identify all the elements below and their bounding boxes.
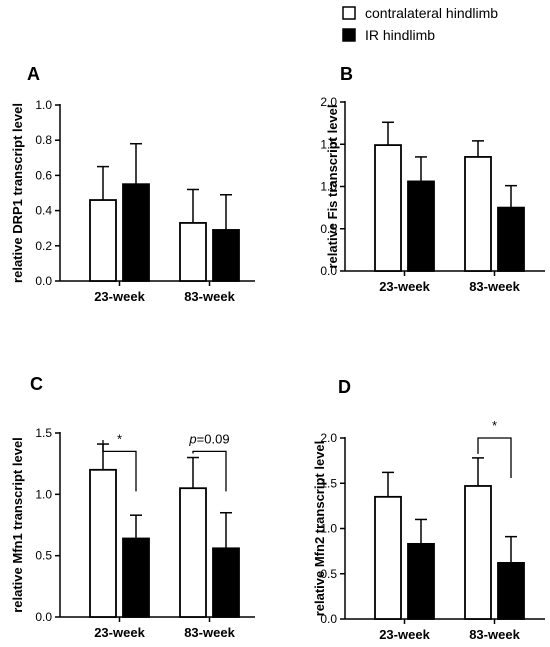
bar-ir bbox=[122, 537, 150, 618]
bar-ir bbox=[212, 229, 240, 282]
significance-label: * bbox=[117, 431, 122, 446]
y-tick-label: 2.0 bbox=[320, 95, 337, 109]
panel-letter: A bbox=[27, 64, 40, 84]
bar-ir bbox=[212, 547, 240, 618]
y-tick-label: 0.0 bbox=[320, 264, 337, 278]
x-tick-label: 83-week bbox=[184, 289, 235, 304]
significance-bracket bbox=[192, 450, 227, 492]
significance-bracket bbox=[102, 440, 137, 492]
y-tick-label: 1.0 bbox=[35, 487, 52, 501]
legend-label-contralateral: contralateral hindlimb bbox=[365, 5, 498, 21]
x-tick-label: 83-week bbox=[469, 627, 520, 642]
legend-swatch-ir bbox=[342, 28, 356, 42]
x-tick-label: 23-week bbox=[379, 279, 430, 294]
bar-contralateral bbox=[374, 495, 402, 620]
bar-contralateral bbox=[89, 468, 117, 618]
y-tick-label: 0.8 bbox=[35, 133, 52, 147]
y-tick-label: 1.0 bbox=[35, 98, 52, 112]
x-tick-label: 23-week bbox=[379, 627, 430, 642]
y-tick-label: 2.0 bbox=[320, 431, 337, 445]
bar-ir bbox=[122, 183, 150, 282]
significance-label: p=0.09 bbox=[188, 431, 229, 446]
panel-letter: C bbox=[30, 374, 43, 394]
y-tick-label: 1.5 bbox=[320, 137, 337, 151]
y-tick-label: 1.0 bbox=[320, 180, 337, 194]
bar-contralateral bbox=[464, 156, 492, 272]
bar-contralateral bbox=[374, 144, 402, 272]
legend: contralateral hindlimb IR hindlimb bbox=[342, 5, 498, 43]
bar-ir bbox=[497, 206, 525, 272]
bar-contralateral bbox=[464, 485, 492, 620]
y-tick-label: 0.5 bbox=[35, 549, 52, 563]
y-tick-label: 1.0 bbox=[320, 522, 337, 536]
y-tick-label: 0.0 bbox=[320, 612, 337, 626]
y-tick-label: 1.5 bbox=[320, 476, 337, 490]
bar-contralateral bbox=[179, 487, 207, 618]
y-tick-label: 0.0 bbox=[35, 274, 52, 288]
legend-label-ir: IR hindlimb bbox=[365, 27, 435, 43]
y-tick-label: 0.5 bbox=[320, 567, 337, 581]
y-tick-label: 0.6 bbox=[35, 168, 52, 182]
y-axis-label: relative DRP1 transcript level bbox=[10, 103, 25, 283]
significance-bracket bbox=[477, 437, 512, 478]
legend-swatch-contralateral bbox=[342, 6, 356, 20]
bar-ir bbox=[407, 180, 435, 272]
significance-label: * bbox=[492, 418, 497, 433]
y-tick-label: 0.4 bbox=[35, 204, 52, 218]
y-axis-label: relative Mfn1 transcript level bbox=[10, 437, 25, 613]
x-tick-label: 23-week bbox=[94, 625, 145, 640]
x-tick-label: 83-week bbox=[184, 625, 235, 640]
y-tick-label: 0.2 bbox=[35, 239, 52, 253]
y-tick-label: 0.5 bbox=[320, 222, 337, 236]
panel-letter: D bbox=[338, 377, 351, 397]
bar-ir bbox=[407, 542, 435, 620]
bar-contralateral bbox=[179, 222, 207, 282]
y-tick-label: 1.5 bbox=[35, 426, 52, 440]
bar-contralateral bbox=[89, 199, 117, 282]
y-tick-label: 0.0 bbox=[35, 610, 52, 624]
y-axis-label: relative Mfn2 transcript level bbox=[312, 441, 327, 617]
x-tick-label: 83-week bbox=[469, 279, 520, 294]
bar-ir bbox=[497, 561, 525, 620]
y-axis-label: relative Fis transcript level bbox=[325, 104, 340, 268]
panel-letter: B bbox=[340, 64, 353, 84]
x-tick-label: 23-week bbox=[94, 289, 145, 304]
